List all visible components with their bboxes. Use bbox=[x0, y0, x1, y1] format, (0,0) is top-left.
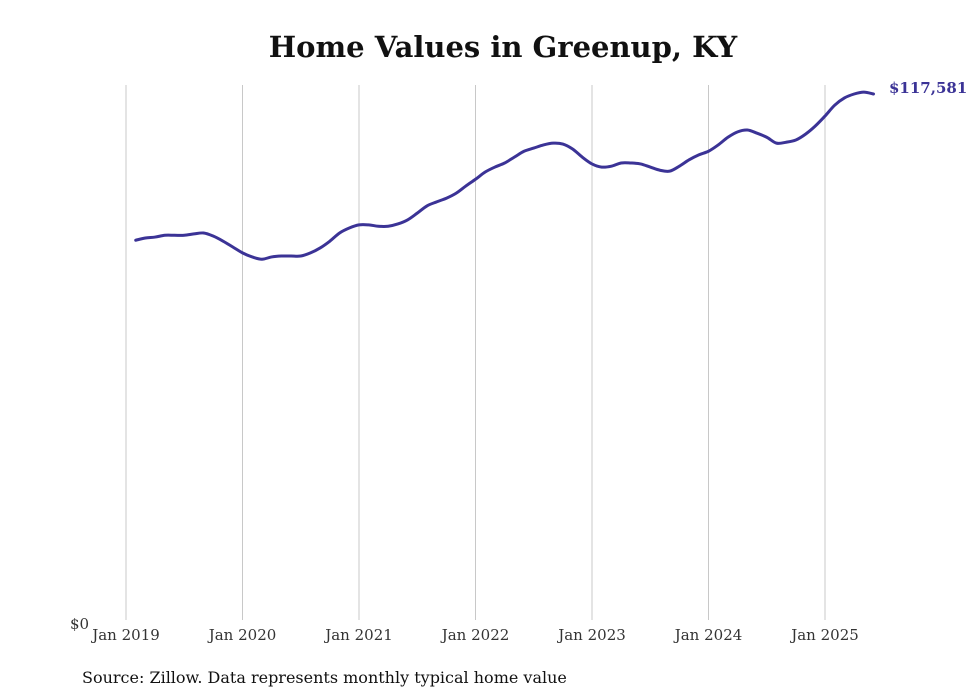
x-tick-label: Jan 2024 bbox=[673, 626, 743, 644]
home-value-line bbox=[134, 90, 876, 261]
x-tick-label: Jan 2020 bbox=[207, 626, 277, 644]
chart-title: Home Values in Greenup, KY bbox=[268, 30, 738, 64]
end-value-label: $117,581 bbox=[889, 79, 967, 97]
x-tick-label: Jan 2019 bbox=[90, 626, 160, 644]
source-note: Source: Zillow. Data represents monthly … bbox=[82, 668, 567, 687]
x-tick-label: Jan 2022 bbox=[440, 626, 510, 644]
x-tick-label: Jan 2023 bbox=[556, 626, 626, 644]
x-tick-label: Jan 2025 bbox=[789, 626, 859, 644]
y-tick-label: $0 bbox=[70, 615, 89, 633]
x-tick-label: Jan 2021 bbox=[323, 626, 393, 644]
